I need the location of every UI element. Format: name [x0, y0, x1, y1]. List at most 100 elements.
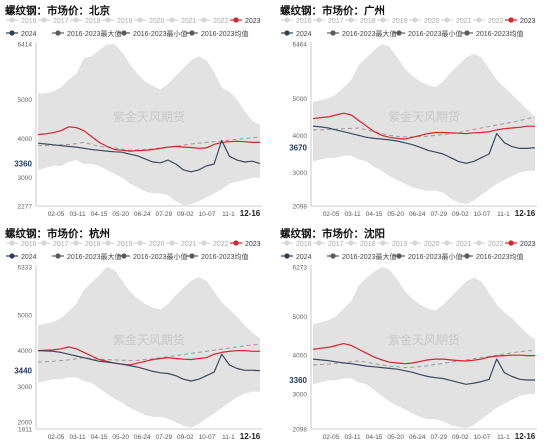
x-tick-label: 09-02: [452, 211, 469, 218]
legend-marker-row2: [396, 253, 402, 259]
chart-svg: 2016 2017 2018 2019 2020 2021 2022 2023 2024 2016…: [281, 240, 537, 441]
x-tick-label: 05-20: [387, 434, 404, 441]
y-tick-label: 1811: [18, 427, 32, 434]
legend-marker-2016: [9, 240, 15, 246]
x-tick-label: 12-16: [240, 432, 261, 441]
x-tick-label: 12-16: [515, 209, 536, 218]
y-tick-label: 2277: [18, 204, 33, 211]
x-tick-label: 10-07: [199, 211, 216, 218]
chart-hangzhou: 螺纹钢：市场价：杭州 2016 2017 2018 2019 2020 2021 2022 2…: [0, 223, 275, 446]
y-tick-label: 5000: [293, 314, 308, 321]
max-min-band: [38, 44, 260, 206]
legend-label-row2: 2016-2023最大值: [67, 252, 121, 261]
y-tick-label: 5000: [18, 312, 33, 319]
legend-marker-2022: [201, 17, 207, 23]
x-tick-label: 02-05: [323, 211, 340, 218]
series-avg-line: [312, 349, 536, 369]
legend-marker-2019: [380, 17, 386, 23]
series-avg-line: [37, 343, 261, 363]
legend-label-2023: 2023: [245, 241, 261, 248]
watermark: 紫金天风期货: [388, 332, 460, 347]
chart-svg: 2016 2017 2018 2019 2020 2021 2022 2023 2024 2016…: [281, 17, 537, 218]
legend-marker-2020: [412, 240, 418, 246]
y-tick-label: 6414: [18, 42, 33, 49]
y-tick-label: 2000: [18, 420, 33, 427]
legend-label-2018: 2018: [360, 18, 376, 25]
x-tick-label: 06-24: [134, 434, 151, 441]
legend-label-2017: 2017: [328, 18, 344, 25]
legend-label-row2: 2024: [296, 254, 312, 261]
chart-title: 螺纹钢：市场价：广州: [280, 5, 385, 17]
y-tick-label: 4000: [293, 133, 308, 140]
x-tick-label: 03-11: [69, 211, 86, 218]
legend-marker-2023: [233, 17, 239, 23]
x-tick-label: 07-29: [430, 211, 447, 218]
chart-title: 螺纹钢：市场价：杭州: [5, 228, 110, 240]
legend-label-row2: 2016-2023最大值: [67, 29, 121, 38]
legend-label-2018: 2018: [85, 18, 101, 25]
x-tick-label: 11-1: [497, 434, 510, 441]
legend-label-2016: 2016: [296, 241, 312, 248]
legend-marker-row2: [55, 253, 61, 259]
x-tick-label: 05-20: [387, 211, 404, 218]
legend-marker-row2: [330, 30, 336, 36]
legend-label-2019: 2019: [392, 241, 408, 248]
legend-label-2017: 2017: [328, 241, 344, 248]
legend-label-2020: 2020: [424, 18, 440, 25]
y-tick-label: 5000: [293, 96, 308, 103]
legend-label-row2: 2016-2023最小值: [408, 252, 462, 261]
legend-marker-2016: [284, 240, 290, 246]
x-tick-label: 10-07: [199, 434, 216, 441]
current-value-label: 3360: [14, 160, 32, 169]
legend-label-2022: 2022: [213, 18, 229, 25]
chart-beijing: 螺纹钢：市场价：北京 2016 2017 2018 2019 2020 2021 2022 2…: [0, 0, 275, 223]
legend-marker-row2: [330, 253, 336, 259]
y-tick-label: 6464: [293, 42, 308, 49]
y-tick-label: 3000: [18, 384, 33, 391]
legend-label-2022: 2022: [488, 241, 504, 248]
series-2024-line: [37, 350, 261, 382]
x-tick-label: 12-16: [240, 209, 261, 218]
current-value-label: 3360: [289, 376, 307, 385]
x-tick-label: 04-15: [366, 211, 383, 218]
max-min-band: [313, 267, 535, 429]
legend-label-row2: 2016-2023最小值: [133, 29, 187, 38]
x-tick-label: 09-02: [177, 434, 194, 441]
chart-svg: 2016 2017 2018 2019 2020 2021 2022 2023 2024 2016…: [6, 240, 262, 441]
y-tick-label: 4000: [18, 348, 33, 355]
x-tick-label: 03-11: [344, 211, 361, 218]
legend-marker-2022: [476, 240, 482, 246]
legend-label-2023: 2023: [245, 18, 261, 25]
chart-title: 螺纹钢：市场价：沈阳: [280, 228, 385, 240]
legend-label-row2: 2024: [21, 254, 37, 261]
legend-label-2016: 2016: [21, 241, 37, 248]
legend-marker-row2: [396, 30, 402, 36]
legend-label-row2: 2016-2023均值: [201, 29, 248, 38]
legend-marker-2017: [41, 240, 47, 246]
x-tick-label: 12-16: [515, 432, 536, 441]
legend-marker-row2: [284, 253, 290, 259]
x-tick-label: 03-11: [344, 434, 361, 441]
legend-label-2016: 2016: [296, 18, 312, 25]
y-tick-label: 4000: [293, 353, 308, 360]
legend-label-row2: 2024: [21, 31, 37, 38]
legend-label-2017: 2017: [53, 241, 69, 248]
legend-marker-row2: [284, 30, 290, 36]
legend-label-row2: 2016-2023最大值: [342, 252, 396, 261]
x-tick-label: 10-07: [474, 211, 491, 218]
series-2024-line: [37, 139, 261, 173]
legend-marker-row2: [55, 30, 61, 36]
legend-label-2016: 2016: [21, 18, 37, 25]
x-tick-label: 09-02: [177, 211, 194, 218]
legend-label-2021: 2021: [456, 18, 472, 25]
x-tick-label: 05-20: [112, 211, 129, 218]
legend-label-row2: 2016-2023最小值: [133, 252, 187, 261]
x-tick-label: 11-1: [222, 434, 235, 441]
legend-label-2022: 2022: [488, 18, 504, 25]
y-tick-label: 3000: [293, 170, 308, 177]
y-tick-label: 3000: [293, 392, 308, 399]
legend-label-row2: 2016-2023均值: [476, 252, 523, 261]
legend-label-2019: 2019: [117, 241, 133, 248]
legend-marker-2020: [137, 17, 143, 23]
series-2024-line: [312, 358, 535, 385]
